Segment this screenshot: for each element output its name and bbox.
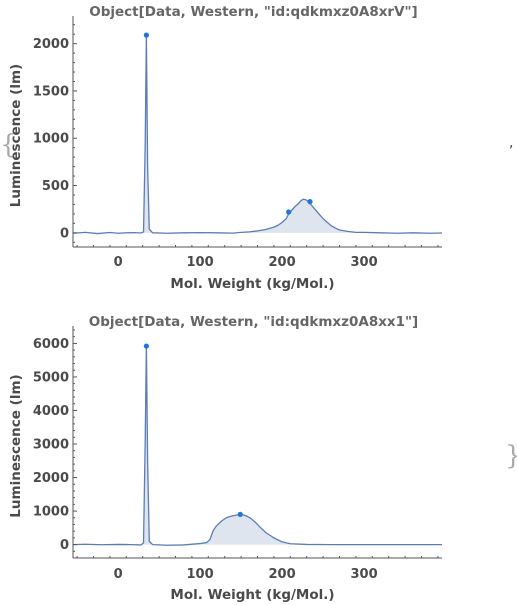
y-tick-label: 1000	[33, 505, 69, 520]
x-tick-label: 300	[351, 255, 378, 270]
y-tick-label: 0	[60, 538, 69, 553]
peak-marker	[307, 199, 313, 205]
x-axis-label: Mol. Weight (kg/Mol.)	[170, 587, 334, 603]
chart-bottom: Object[Data, Western, "id:qdkmxz0A8xx1"]…	[0, 310, 517, 605]
y-tick-label: 3000	[33, 438, 69, 453]
x-tick-label: 200	[269, 567, 296, 582]
chart-title: Object[Data, Western, "id:qdkmxz0A8xx1"]	[89, 314, 418, 330]
y-tick-label: 4000	[33, 404, 69, 419]
x-axis-label: Mol. Weight (kg/Mol.)	[170, 276, 334, 292]
chart-bottom-svg: Object[Data, Western, "id:qdkmxz0A8xx1"]…	[8, 314, 442, 603]
peak-marker	[143, 32, 149, 38]
y-tick-label: 2000	[33, 471, 69, 486]
x-tick-label: 0	[114, 567, 123, 582]
y-tick-label: 1500	[33, 84, 69, 99]
x-tick-label: 200	[269, 255, 296, 270]
series-line	[72, 345, 442, 546]
x-tick-label: 100	[187, 567, 214, 582]
y-tick-label: 500	[42, 179, 69, 194]
y-tick-label: 1000	[33, 132, 69, 147]
x-tick-label: 100	[187, 255, 214, 270]
y-tick-label: 2000	[33, 37, 69, 52]
y-axis-label: Luminescence (lm)	[8, 64, 24, 207]
y-tick-label: 6000	[33, 337, 69, 352]
series-area	[73, 35, 442, 234]
y-tick-label: 5000	[33, 370, 69, 385]
x-tick-label: 300	[351, 567, 378, 582]
chart-title: Object[Data, Western, "id:qdkmxz0A8xrV"]	[89, 4, 417, 20]
y-tick-label: 0	[60, 226, 69, 241]
chart-top: Object[Data, Western, "id:qdkmxz0A8xrV"]…	[0, 0, 517, 300]
chart-top-svg: Object[Data, Western, "id:qdkmxz0A8xrV"]…	[8, 4, 443, 292]
peak-marker	[237, 511, 243, 518]
series-area	[73, 346, 442, 546]
peak-marker	[286, 209, 292, 215]
series-line	[72, 34, 443, 235]
list-close-bracket: }	[505, 443, 517, 469]
peak-marker	[143, 343, 149, 349]
y-axis-label: Luminescence (lm)	[8, 374, 24, 517]
x-tick-label: 0	[114, 255, 123, 270]
list-open-bracket: {	[0, 130, 17, 160]
list-separator: ,	[509, 135, 514, 151]
